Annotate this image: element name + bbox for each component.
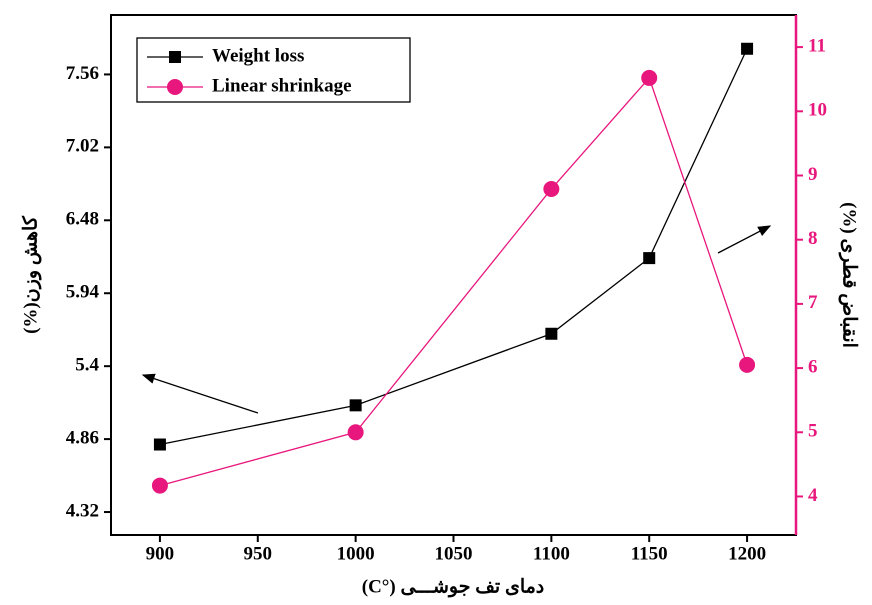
y-tick-label: 5.94 (66, 282, 100, 303)
y-tick-label: 7.56 (66, 63, 99, 84)
x-tick-label: 1150 (631, 543, 668, 564)
x-tick-label: 950 (244, 543, 273, 564)
legend-box (136, 37, 411, 103)
y-tick-label: 7.02 (66, 136, 99, 157)
point (643, 252, 656, 265)
y2-tick-label: 8 (808, 228, 818, 249)
point (545, 327, 558, 340)
y2-tick-label: 7 (808, 292, 818, 313)
y2-tick-label: 10 (808, 100, 827, 121)
y-axis-label: کاهش وزن(%) (20, 215, 41, 334)
arrow (717, 225, 772, 254)
point (543, 180, 560, 197)
point (741, 42, 754, 55)
x-tick-label: 1200 (728, 543, 766, 564)
point (151, 477, 168, 494)
x-tick-label: 1100 (533, 543, 570, 564)
point (641, 69, 658, 86)
legend-marker (169, 51, 181, 63)
y2-tick-label: 5 (808, 421, 818, 442)
y2-tick-label: 6 (808, 356, 818, 377)
y-tick-label: 5.4 (75, 355, 99, 376)
x-axis-label: دمای تف جوشـــی (°C) (362, 576, 545, 597)
point (153, 438, 166, 451)
x-tick-label: 1000 (337, 543, 375, 564)
x-tick-label: 1050 (435, 543, 473, 564)
legend-label: Linear shrinkage (212, 75, 352, 96)
y2-tick-label: 9 (808, 164, 818, 185)
point (739, 356, 756, 373)
y-tick-label: 4.32 (66, 500, 99, 521)
y-tick-label: 6.48 (66, 209, 99, 230)
point (347, 424, 364, 441)
legend-label: Weight loss (212, 45, 304, 66)
y-tick-label: 4.86 (66, 427, 99, 448)
legend-marker (167, 79, 183, 95)
arrow (141, 373, 259, 414)
point (349, 399, 362, 412)
y2-tick-label: 4 (808, 485, 818, 506)
series-line (159, 76, 748, 487)
y2-tick-label: 11 (808, 35, 826, 56)
y2-axis-label: انقباض قطری (%) (839, 202, 860, 348)
x-tick-label: 900 (146, 543, 175, 564)
